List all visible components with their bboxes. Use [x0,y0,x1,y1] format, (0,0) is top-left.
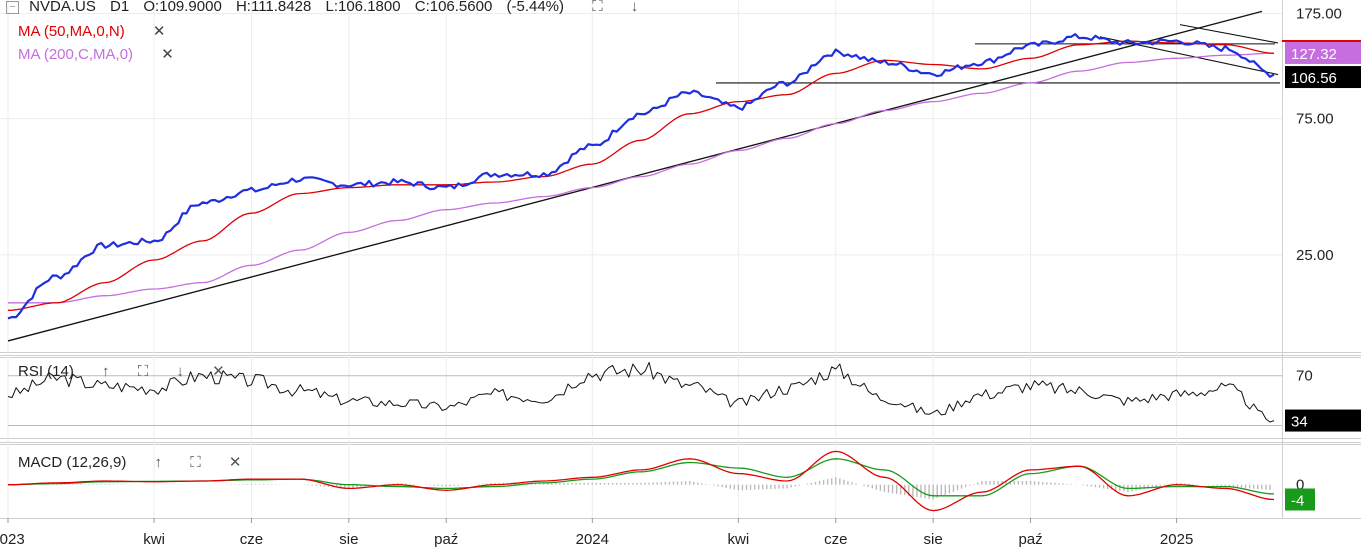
close-icon[interactable]: ✕ [152,23,166,40]
ma50-legend: MA (50,MA,0,N) ✕ [18,22,175,40]
price-line [7,33,1275,320]
close-last-value: 106.56 [1291,70,1337,87]
rsi-line [7,361,1275,423]
arrow-up-icon[interactable]: ↑ [102,363,110,380]
rsi-last-value-bg [1285,409,1361,432]
x-tick-label: 2025 [1160,531,1193,548]
channel-line [1099,36,1279,76]
y-tick-label: 175.00 [1296,5,1342,22]
channel-line [1179,24,1279,44]
ma200-legend: MA (200,C,MA,0) ✕ [18,45,184,63]
close-icon[interactable]: ✕ [228,454,242,471]
expand-icon[interactable]: ⛶ [592,0,603,15]
ma-last-value-bg [1285,41,1361,64]
ma50-label: MA (50,MA,0,N) [18,23,125,40]
x-tick-label: sie [339,531,358,548]
main-pane-header: − NVDA.US D1 O:109.9000 H:111.8428 L:106… [6,0,648,15]
expand-icon[interactable]: ⛶ [137,363,149,380]
x-tick-label: cze [824,531,847,548]
x-tick-label: cze [240,531,263,548]
close-last-value-bg [1285,66,1361,89]
x-tick-label: kwi [728,531,750,548]
x-tick-label: paź [434,531,458,548]
open-value: O:109.9000 [143,0,222,15]
ma200-label: MA (200,C,MA,0) [18,46,134,63]
x-tick-label: 2023 [0,531,25,548]
arrow-down-icon[interactable]: ↓ [176,363,184,380]
collapse-icon[interactable]: − [6,0,19,14]
high-value: H:111.8428 [235,0,312,15]
y-tick-label: 75.00 [1296,111,1334,128]
ma50-line [7,40,1275,311]
macd-line [8,450,1275,512]
expand-icon[interactable]: ⛶ [190,454,201,471]
y-tick-label: 25.00 [1296,247,1334,264]
close-icon[interactable]: ✕ [161,46,174,63]
rsi-label: RSI (14) [18,363,74,380]
x-tick-label: paź [1018,531,1042,548]
low-value: L:106.1800 [325,0,401,15]
rsi-last-value: 34 [1291,414,1308,431]
rsi-pane-header: RSI (14) ↑ ⛶ ↓ ✕ [18,362,235,380]
ma-last-value: 127.32 [1291,46,1337,63]
x-tick-label: sie [924,531,943,548]
arrow-up-icon[interactable]: ↑ [154,454,163,471]
trendline [7,10,1263,342]
x-tick-label: kwi [143,531,165,548]
macd-last-value: -4 [1291,493,1304,510]
ma200-line [8,52,1274,304]
macd-pane-header: MACD (12,26,9) ↑ ⛶ ✕ [18,453,251,471]
macd-last-value-bg [1285,488,1315,511]
arrow-down-icon[interactable]: ↓ [630,0,639,15]
close-value: C:106.5600 [414,0,493,15]
change-value: (-5.44%) [506,0,565,15]
x-tick-label: 2024 [576,531,609,548]
rsi-tick-label: 70 [1296,368,1313,385]
timeframe-label: D1 [110,0,130,15]
symbol-label: NVDA.US [29,0,96,15]
macd-label: MACD (12,26,9) [18,454,127,471]
close-icon[interactable]: ✕ [212,363,225,380]
macd-tick-label: 0 [1296,477,1304,494]
